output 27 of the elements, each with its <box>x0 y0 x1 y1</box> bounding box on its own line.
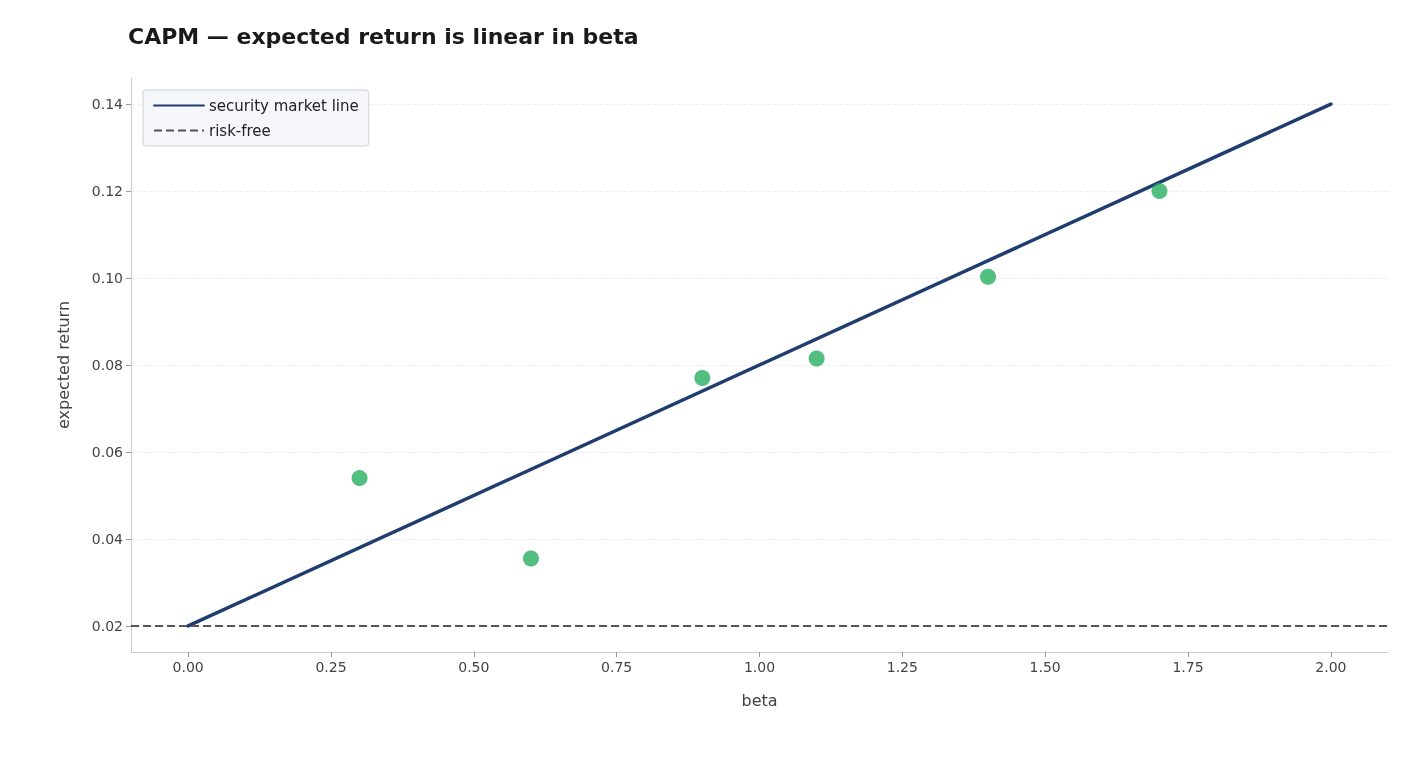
x-tick-label: 1.50 <box>1029 659 1061 675</box>
point <box>808 350 825 367</box>
x-tick-label: 0.75 <box>601 659 633 675</box>
x-tick-label: 0.00 <box>172 659 204 675</box>
point <box>694 370 711 387</box>
y-tick-label: 0.04 <box>91 530 124 547</box>
x-tick-label: 0.50 <box>458 659 490 675</box>
point <box>980 268 997 285</box>
x-axis-title: beta <box>741 690 778 710</box>
y-tick-label: 0.12 <box>91 183 123 200</box>
x-tick-label: 1.25 <box>886 659 918 675</box>
x-tick-label: 1.00 <box>743 659 776 675</box>
chart-title: CAPM — expected return is linear in beta <box>128 23 639 49</box>
point <box>1151 183 1168 200</box>
y-tick-label: 0.02 <box>91 617 123 634</box>
point <box>522 550 539 567</box>
x-tick-label: 0.25 <box>315 659 347 675</box>
y-tick-label: 0.10 <box>91 270 123 287</box>
x-tick-label: 2.00 <box>1315 659 1347 675</box>
y-tick-label: 0.06 <box>91 443 124 460</box>
y-tick-label: 0.08 <box>91 357 123 373</box>
legend-label: risk-free <box>209 121 271 140</box>
y-tick-label: 0.14 <box>91 96 124 113</box>
x-tick-label: 1.75 <box>1172 659 1204 675</box>
legend-label: security market line <box>209 96 359 115</box>
y-axis-title: expected return <box>53 300 73 430</box>
point <box>351 470 368 487</box>
